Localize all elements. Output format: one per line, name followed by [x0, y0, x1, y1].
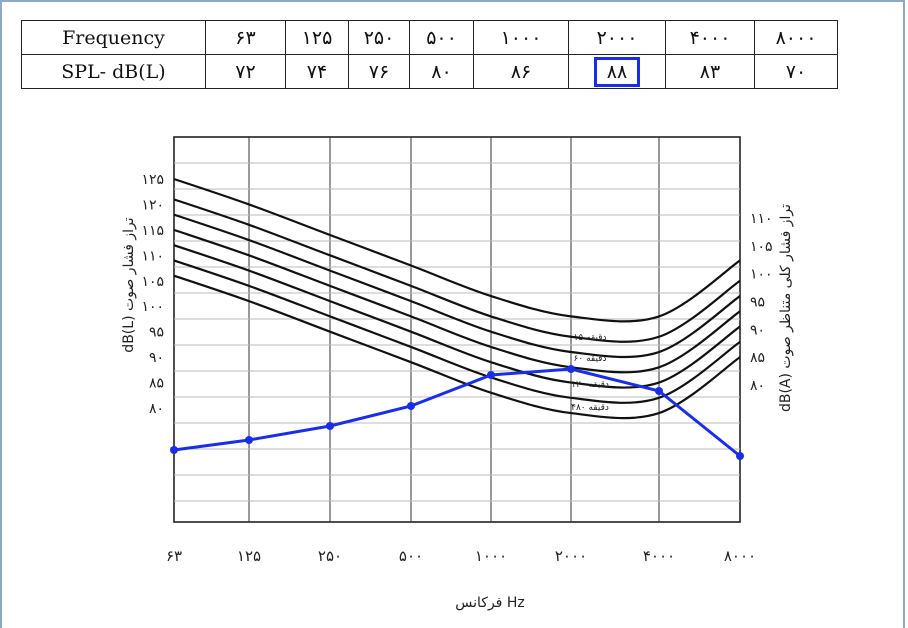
x-tick-label: ۸۰۰۰: [724, 547, 756, 565]
right-tick-label: ۸۰: [750, 378, 765, 394]
left-tick-label: ۹۵: [149, 325, 164, 341]
left-tick-label: ۱۱۰: [141, 248, 164, 264]
table-cell: ۶۳: [205, 20, 286, 55]
left-tick-label: ۱۲۰: [141, 197, 164, 213]
curve-label: ۴۸۰ دقیقه: [571, 403, 609, 413]
highlighted-cell: ۸۸: [568, 54, 666, 89]
curve-label: ۱۵ دقیقه: [574, 333, 607, 343]
left-axis-ticks: ۸۰ ۸۵ ۹۰ ۹۵ ۱۰۰ ۱۰۵ ۱۱۰ ۱۱۵ ۱۲۰ ۱۲۵: [141, 172, 164, 417]
left-tick-label: ۸۵: [149, 376, 164, 392]
right-tick-label: ۱۱۰: [750, 211, 773, 227]
left-tick-label: ۱۲۵: [141, 172, 164, 188]
row-label: SPL- dB(L): [21, 54, 206, 89]
limit-curves: [173, 177, 741, 420]
curve-labels: ۱۵ دقیقه ۶۰ دقیقه ۱۲۰ دقیقه ۴۸۰ دقیقه: [571, 333, 609, 413]
table-cell: ۷۰: [754, 54, 838, 89]
limit-curve: [173, 177, 741, 323]
left-tick-label: ۱۰۵: [141, 274, 164, 290]
data-point: [170, 446, 178, 454]
left-axis-label: dB(L) تراز فشار صوت: [121, 217, 137, 352]
x-tick-label: ۲۰۰۰: [555, 547, 587, 565]
right-axis-label: dB(A) تراز فشار کلی متناظر صوت: [778, 204, 794, 412]
right-tick-label: ۱۰۰: [750, 267, 773, 283]
x-tick-label: ۱۲۵: [237, 547, 261, 565]
limit-curve: [173, 274, 741, 420]
highlighted-value: ۸۸: [593, 56, 641, 87]
left-tick-label: ۸۰: [149, 401, 164, 417]
right-tick-label: ۹۵: [750, 295, 765, 311]
table-row-frequency: Frequency ۶۳ ۱۲۵ ۲۵۰ ۵۰۰ ۱۰۰۰ ۲۰۰۰ ۴۰۰۰ …: [21, 20, 838, 55]
left-tick-label: ۱۱۵: [141, 223, 164, 239]
table-cell: ۴۰۰۰: [665, 20, 755, 55]
table-cell: ۸۰۰۰: [754, 20, 838, 55]
curve-label: ۶۰ دقیقه: [574, 354, 607, 364]
limit-curve: [173, 259, 741, 404]
table-cell: ۸۰: [409, 54, 474, 89]
spl-table: Frequency ۶۳ ۱۲۵ ۲۵۰ ۵۰۰ ۱۰۰۰ ۲۰۰۰ ۴۰۰۰ …: [21, 20, 838, 89]
table-cell: ۷۶: [348, 54, 410, 89]
table-cell: ۷۲: [205, 54, 286, 89]
data-point: [326, 422, 334, 430]
data-point: [407, 402, 415, 410]
limit-curve: [173, 244, 741, 389]
x-axis-ticks: ۶۳ ۱۲۵ ۲۵۰ ۵۰۰ ۱۰۰۰ ۲۰۰۰ ۴۰۰۰ ۸۰۰۰: [166, 547, 756, 565]
limit-curve: [173, 228, 741, 374]
table-cell: ۵۰۰: [409, 20, 474, 55]
data-point: [487, 371, 495, 379]
x-tick-label: ۱۰۰۰: [475, 547, 507, 565]
left-tick-label: ۹۰: [149, 350, 164, 366]
x-tick-label: ۴۰۰۰: [643, 547, 675, 565]
table-cell: ۸۶: [473, 54, 569, 89]
table-cell: ۸۳: [665, 54, 755, 89]
data-point: [655, 387, 663, 395]
table-cell: ۲۵۰: [348, 20, 410, 55]
right-tick-label: ۸۵: [750, 350, 765, 366]
x-tick-label: ۲۵۰: [318, 547, 342, 565]
right-tick-label: ۹۰: [750, 322, 765, 338]
right-axis-ticks: ۸۰ ۸۵ ۹۰ ۹۵ ۱۰۰ ۱۰۵ ۱۱۰: [750, 211, 773, 394]
curve-label: ۱۲۰ دقیقه: [571, 380, 609, 390]
x-tick-label: ۵۰۰: [399, 547, 423, 565]
series-line: [173, 367, 741, 458]
data-point: [567, 365, 575, 373]
data-point: [736, 452, 744, 460]
limit-curve: [173, 198, 741, 343]
data-series: [170, 365, 744, 460]
table-cell: ۷۴: [285, 54, 349, 89]
x-axis-label: فرکانس Hz: [455, 595, 524, 611]
data-point: [245, 436, 253, 444]
plot-area: [173, 136, 741, 523]
left-tick-label: ۱۰۰: [141, 299, 164, 315]
table-row-spl: SPL- dB(L) ۷۲ ۷۴ ۷۶ ۸۰ ۸۶ ۸۸ ۸۳ ۷۰: [21, 54, 838, 89]
row-label: Frequency: [21, 20, 206, 55]
x-tick-label: ۶۳: [166, 547, 182, 565]
right-tick-label: ۱۰۵: [750, 239, 773, 255]
table-cell: ۱۰۰۰: [473, 20, 569, 55]
limit-curve: [173, 213, 741, 359]
